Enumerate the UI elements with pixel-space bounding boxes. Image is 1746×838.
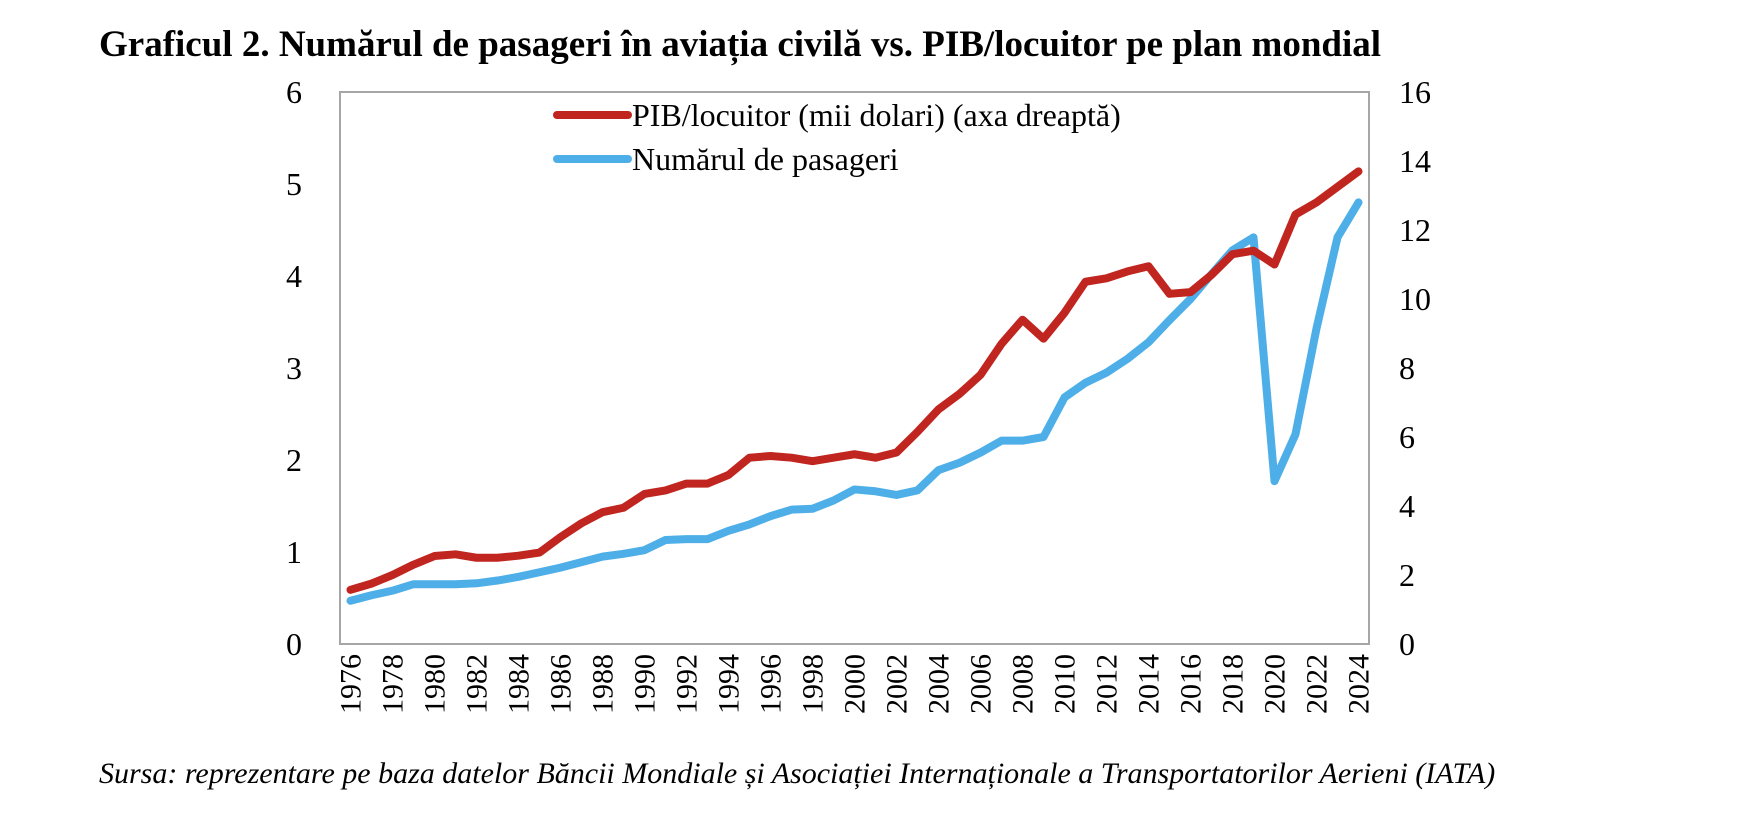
x-tick-label: 2000 xyxy=(839,654,872,714)
chart: Graficul 2. Numărul de pasageri în aviaț… xyxy=(99,24,1431,714)
x-tick-label: 1992 xyxy=(671,654,704,714)
y2-tick-label: 12 xyxy=(1399,212,1431,248)
x-tick-label: 1980 xyxy=(419,654,452,714)
y-tick-label: 6 xyxy=(286,74,302,110)
x-tick-label: 1984 xyxy=(503,654,536,714)
x-tick-label: 2022 xyxy=(1301,654,1334,714)
x-tick-label: 2002 xyxy=(881,654,914,714)
y2-tick-label: 2 xyxy=(1399,557,1415,593)
y-tick-label: 2 xyxy=(286,442,302,478)
chart-title: Graficul 2. Numărul de pasageri în aviaț… xyxy=(99,24,1381,66)
x-tick-label: 1986 xyxy=(545,654,578,714)
x-tick-label: 2008 xyxy=(1007,654,1040,714)
y-tick-label: 4 xyxy=(286,258,302,294)
series-line xyxy=(346,198,1363,605)
y2-tick-label: 8 xyxy=(1399,350,1415,386)
legend-label: PIB/locuitor (mii dolari) (axa dreaptă) xyxy=(632,97,1121,133)
x-tick-label: 1994 xyxy=(713,654,746,714)
x-tick-label: 2010 xyxy=(1049,654,1082,714)
plot-frame xyxy=(339,91,1370,645)
x-tick-label: 1988 xyxy=(587,654,620,714)
y2-tick-label: 4 xyxy=(1399,488,1415,524)
x-tick-label: 1982 xyxy=(461,654,494,714)
x-tick-label: 1976 xyxy=(335,654,368,714)
y-tick-label: 3 xyxy=(286,350,302,386)
x-tick-label: 2024 xyxy=(1343,654,1376,714)
x-tick-label: 1990 xyxy=(629,654,662,714)
legend-label: Numărul de pasageri xyxy=(632,141,899,177)
x-tick-label: 1996 xyxy=(755,654,788,714)
x-tick-label: 2018 xyxy=(1217,654,1250,714)
y2-tick-label: 0 xyxy=(1399,626,1415,662)
x-tick-label: 2012 xyxy=(1091,654,1124,714)
y2-tick-label: 16 xyxy=(1399,74,1431,110)
y-tick-label: 1 xyxy=(286,534,302,570)
y2-tick-label: 14 xyxy=(1399,143,1431,179)
x-tick-label: 2014 xyxy=(1133,654,1166,714)
x-tick-label: 2006 xyxy=(965,654,998,714)
x-tick-label: 2020 xyxy=(1259,654,1292,714)
x-tick-label: 2016 xyxy=(1175,654,1208,714)
y-tick-label: 0 xyxy=(286,626,302,662)
series-line xyxy=(346,167,1363,594)
y2-tick-label: 10 xyxy=(1399,281,1431,317)
x-tick-label: 1978 xyxy=(377,654,410,714)
x-tick-label: 2004 xyxy=(923,654,956,714)
y2-tick-label: 6 xyxy=(1399,419,1415,455)
x-tick-label: 1998 xyxy=(797,654,830,714)
y-tick-label: 5 xyxy=(286,166,302,202)
source-note: Sursa: reprezentare pe baza datelor Bănc… xyxy=(99,757,1496,790)
